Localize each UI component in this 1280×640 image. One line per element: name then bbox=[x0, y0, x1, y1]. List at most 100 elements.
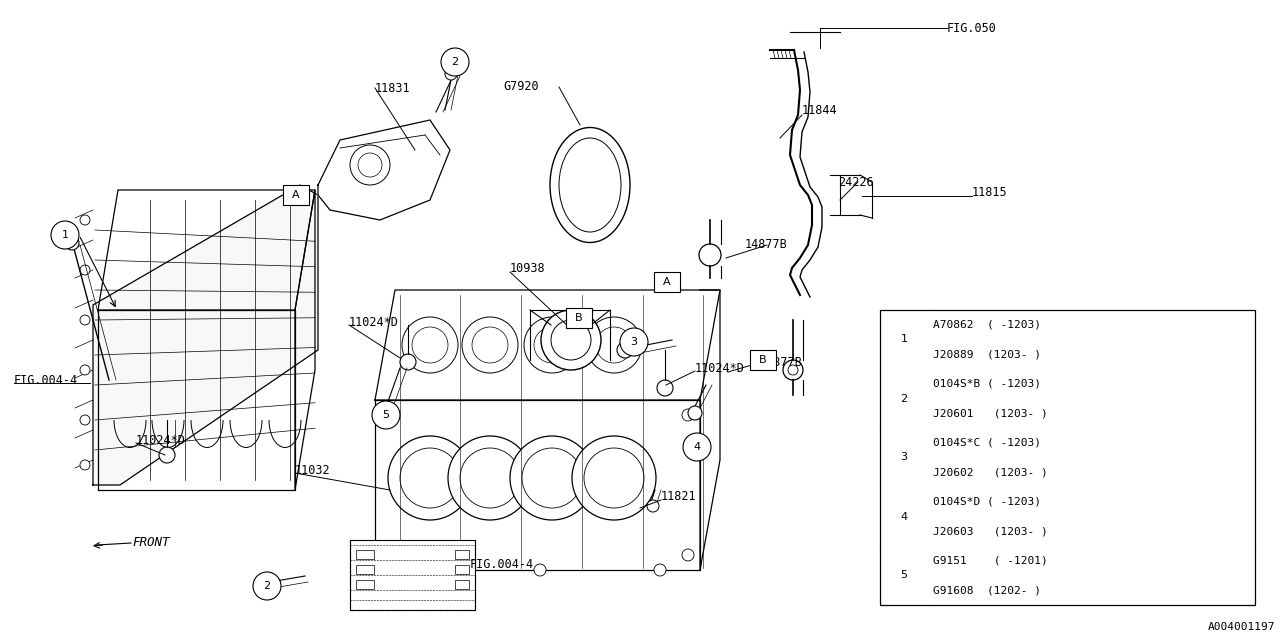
Polygon shape bbox=[99, 310, 294, 490]
Polygon shape bbox=[294, 190, 315, 490]
Bar bbox=[750, 350, 776, 370]
Circle shape bbox=[699, 244, 721, 266]
Text: 11844: 11844 bbox=[803, 104, 837, 116]
Circle shape bbox=[384, 409, 396, 421]
Circle shape bbox=[253, 572, 282, 600]
Text: 0104S*D ( -1203): 0104S*D ( -1203) bbox=[933, 497, 1041, 507]
Circle shape bbox=[682, 409, 694, 421]
Circle shape bbox=[159, 447, 175, 463]
Circle shape bbox=[689, 406, 701, 420]
Circle shape bbox=[79, 365, 90, 375]
Text: 4: 4 bbox=[900, 511, 908, 522]
Polygon shape bbox=[99, 190, 315, 310]
Text: 0104S*C ( -1203): 0104S*C ( -1203) bbox=[933, 438, 1041, 448]
Text: B: B bbox=[759, 355, 767, 365]
Circle shape bbox=[384, 549, 396, 561]
Text: J20601   (1203- ): J20601 (1203- ) bbox=[933, 408, 1048, 419]
Circle shape bbox=[682, 549, 694, 561]
Text: G9151    ( -1201): G9151 ( -1201) bbox=[933, 556, 1048, 566]
Text: 11024*D: 11024*D bbox=[695, 362, 745, 374]
Circle shape bbox=[358, 153, 381, 177]
Text: J20889  (1203- ): J20889 (1203- ) bbox=[933, 349, 1041, 359]
Text: 1: 1 bbox=[61, 230, 69, 240]
Circle shape bbox=[684, 433, 710, 461]
Text: 24226: 24226 bbox=[838, 175, 874, 189]
Circle shape bbox=[413, 564, 426, 576]
Text: FIG.050: FIG.050 bbox=[947, 22, 997, 35]
Text: J20603   (1203- ): J20603 (1203- ) bbox=[933, 526, 1048, 536]
Circle shape bbox=[550, 320, 591, 360]
Circle shape bbox=[524, 317, 580, 373]
Ellipse shape bbox=[550, 127, 630, 243]
Text: FIG.004-4: FIG.004-4 bbox=[14, 374, 78, 387]
Text: 11815: 11815 bbox=[972, 186, 1007, 200]
Text: 2: 2 bbox=[900, 394, 908, 403]
Circle shape bbox=[51, 221, 79, 249]
Circle shape bbox=[402, 317, 458, 373]
Circle shape bbox=[388, 436, 472, 520]
Circle shape bbox=[460, 448, 520, 508]
Circle shape bbox=[534, 327, 570, 363]
Text: 11024*D: 11024*D bbox=[136, 433, 186, 447]
Text: 11821: 11821 bbox=[660, 490, 696, 504]
Bar bbox=[566, 308, 591, 328]
Circle shape bbox=[891, 563, 916, 589]
Circle shape bbox=[445, 68, 457, 80]
Text: 14877B: 14877B bbox=[745, 239, 787, 252]
Circle shape bbox=[783, 360, 803, 380]
Circle shape bbox=[79, 265, 90, 275]
Circle shape bbox=[442, 48, 468, 76]
Circle shape bbox=[472, 327, 508, 363]
Bar bbox=[356, 565, 374, 574]
Circle shape bbox=[654, 564, 666, 576]
Circle shape bbox=[891, 445, 916, 470]
Polygon shape bbox=[93, 185, 317, 485]
Text: 4: 4 bbox=[694, 442, 700, 452]
Text: A004001197: A004001197 bbox=[1207, 622, 1275, 632]
Text: A70862  ( -1203): A70862 ( -1203) bbox=[933, 320, 1041, 330]
Text: J20602   (1203- ): J20602 (1203- ) bbox=[933, 467, 1048, 477]
Bar bbox=[654, 272, 680, 292]
Circle shape bbox=[399, 354, 416, 370]
Circle shape bbox=[646, 500, 659, 512]
Bar bbox=[881, 310, 1254, 605]
Polygon shape bbox=[317, 120, 451, 220]
Circle shape bbox=[399, 448, 460, 508]
Circle shape bbox=[65, 236, 79, 250]
Text: 11024*D: 11024*D bbox=[349, 316, 399, 328]
Text: FRONT: FRONT bbox=[132, 536, 169, 550]
Bar bbox=[356, 580, 374, 589]
Circle shape bbox=[372, 401, 399, 429]
Ellipse shape bbox=[559, 138, 621, 232]
Text: 11032: 11032 bbox=[294, 463, 330, 477]
Circle shape bbox=[534, 564, 547, 576]
Circle shape bbox=[586, 317, 643, 373]
Text: 11831: 11831 bbox=[375, 81, 411, 95]
Text: A: A bbox=[292, 190, 300, 200]
Bar bbox=[454, 550, 468, 559]
Circle shape bbox=[262, 577, 276, 591]
Text: 1: 1 bbox=[901, 335, 908, 344]
Circle shape bbox=[596, 327, 632, 363]
Circle shape bbox=[572, 436, 657, 520]
Circle shape bbox=[462, 317, 518, 373]
Text: 3: 3 bbox=[631, 337, 637, 347]
Text: G91608  (1202- ): G91608 (1202- ) bbox=[933, 585, 1041, 595]
Text: B: B bbox=[575, 313, 582, 323]
Bar bbox=[283, 185, 308, 205]
Bar bbox=[349, 540, 475, 610]
Circle shape bbox=[509, 436, 594, 520]
Circle shape bbox=[891, 326, 916, 353]
Circle shape bbox=[412, 327, 448, 363]
Circle shape bbox=[448, 436, 532, 520]
Text: FIG.004-4: FIG.004-4 bbox=[470, 559, 534, 572]
Circle shape bbox=[79, 315, 90, 325]
Polygon shape bbox=[700, 290, 719, 570]
Circle shape bbox=[617, 342, 634, 358]
Bar bbox=[454, 565, 468, 574]
Circle shape bbox=[788, 365, 797, 375]
Circle shape bbox=[79, 215, 90, 225]
Text: 0104S*B ( -1203): 0104S*B ( -1203) bbox=[933, 379, 1041, 388]
Bar bbox=[454, 580, 468, 589]
Text: G7920: G7920 bbox=[503, 81, 539, 93]
